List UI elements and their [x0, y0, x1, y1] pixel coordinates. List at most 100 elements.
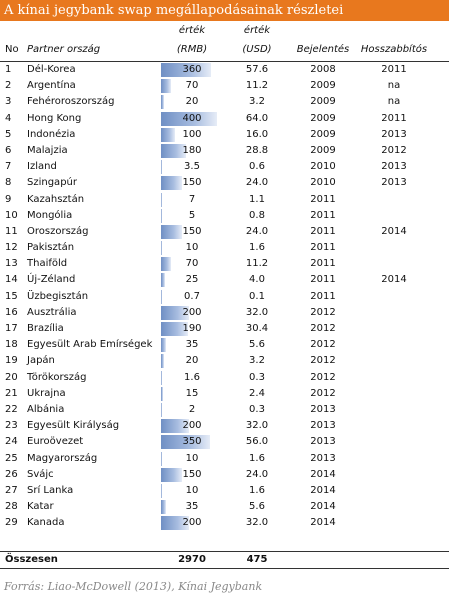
table-row: 8 Szingapúr 150 24.0 2010 2013	[0, 175, 449, 191]
row-no: 28	[5, 501, 18, 513]
rmb-data-bar	[161, 500, 166, 515]
row-rmb: 190	[182, 323, 202, 334]
table-row: 23 Egyesült Királyság 200 32.0 2013	[0, 418, 449, 434]
row-usd: 1.1	[249, 193, 265, 205]
table-row: 19 Japán 20 3.2 2012	[0, 353, 449, 369]
rmb-data-bar	[161, 289, 162, 304]
row-announced: 2013	[310, 436, 336, 448]
row-extended: 2011	[381, 112, 407, 124]
header-usd-line2: (USD)	[242, 44, 272, 55]
row-rmb: 360	[182, 64, 202, 75]
row-country: Japán	[27, 355, 55, 367]
row-rmb: 70	[185, 258, 199, 270]
row-extended: 2013	[381, 177, 407, 189]
table-row: 12 Pakisztán 10 1.6 2011	[0, 240, 449, 256]
row-rmb: 35	[185, 501, 199, 513]
row-usd: 64.0	[245, 112, 269, 124]
row-no: 15	[5, 290, 18, 302]
row-announced: 2011	[310, 290, 336, 302]
row-country: Brazília	[27, 323, 64, 334]
rmb-data-bar	[161, 516, 189, 531]
header-usd-line1: érték	[243, 25, 271, 36]
row-usd: 32.0	[245, 306, 269, 318]
row-announced: 2014	[310, 484, 336, 496]
row-country: Szingapúr	[27, 177, 77, 189]
row-country: Euroövezet	[27, 436, 84, 448]
table-row: 9 Kazahsztán 7 1.1 2011	[0, 192, 449, 208]
table-row: 6 Malajzia 180 28.8 2009 2012	[0, 143, 449, 159]
rmb-data-bar	[161, 224, 182, 239]
row-country: Kazahsztán	[27, 193, 85, 205]
row-rmb: 100	[182, 128, 202, 140]
row-extended: 2014	[381, 274, 407, 286]
header-rmb-line1: érték	[178, 25, 206, 36]
table-row: 29 Kanada 200 32.0 2014	[0, 515, 449, 531]
row-usd: 56.0	[245, 436, 269, 448]
row-no: 21	[5, 387, 18, 399]
rmb-data-bar	[161, 402, 162, 417]
total-usd: 475	[246, 554, 268, 565]
rmb-data-bar	[161, 257, 171, 272]
row-extended: 2014	[381, 225, 407, 237]
row-rmb: 200	[182, 420, 202, 432]
row-rmb: 10	[185, 242, 199, 254]
row-usd: 1.6	[249, 484, 265, 496]
row-country: Thaiföld	[27, 258, 68, 270]
rmb-data-bar	[161, 322, 188, 336]
row-country: Malajzia	[27, 144, 68, 156]
row-country: Pakisztán	[27, 242, 75, 254]
row-rmb: 400	[182, 112, 202, 124]
table-bottom-border	[0, 568, 449, 569]
row-announced: 2012	[310, 306, 336, 318]
row-country: Törökország	[27, 371, 87, 383]
row-usd: 32.0	[245, 517, 269, 529]
table-row: 16 Ausztrália 200 32.0 2012	[0, 305, 449, 321]
row-announced: 2011	[310, 274, 336, 286]
row-country: Ausztrália	[27, 306, 77, 318]
row-usd: 0.6	[249, 161, 265, 173]
row-announced: 2014	[310, 501, 336, 513]
row-no: 9	[5, 193, 12, 205]
row-no: 13	[5, 258, 18, 270]
row-no: 29	[5, 517, 18, 529]
row-rmb: 15	[185, 387, 199, 399]
header-rmb-line2: (RMB)	[176, 44, 208, 55]
row-country: Új-Zéland	[27, 274, 76, 286]
row-country: Egyesült Arab Emírségek	[27, 339, 153, 351]
row-announced: 2010	[310, 177, 336, 189]
rmb-data-bar	[161, 483, 163, 498]
row-rmb: 25	[185, 274, 199, 286]
row-no: 27	[5, 484, 18, 496]
row-no: 25	[5, 452, 18, 464]
row-usd: 0.8	[249, 209, 265, 221]
row-no: 23	[5, 420, 18, 432]
row-announced: 2009	[310, 96, 336, 108]
table-row: 24 Euroövezet 350 56.0 2013	[0, 434, 449, 450]
row-usd: 24.0	[245, 177, 269, 189]
table-row: 22 Albánia 2 0.3 2013	[0, 402, 449, 418]
row-rmb: 3.5	[184, 161, 200, 173]
table-header: No Partner ország érték (RMB) érték (USD…	[0, 22, 449, 60]
row-rmb: 20	[185, 96, 199, 108]
row-rmb: 2	[188, 403, 196, 415]
row-usd: 30.4	[245, 323, 269, 334]
row-country: Indonézia	[27, 128, 76, 140]
row-rmb: 350	[182, 436, 202, 448]
row-rmb: 10	[185, 452, 199, 464]
row-no: 7	[5, 161, 12, 173]
row-rmb: 1.6	[184, 371, 200, 383]
row-country: Svájc	[27, 468, 54, 480]
table-row: 27 Srí Lanka 10 1.6 2014	[0, 483, 449, 499]
row-rmb: 150	[182, 225, 202, 237]
table-row: 17 Brazília 190 30.4 2012	[0, 321, 449, 337]
rmb-data-bar	[161, 386, 164, 401]
row-usd: 24.0	[245, 468, 269, 480]
row-usd: 3.2	[249, 96, 265, 108]
rmb-data-bar	[161, 354, 164, 369]
total-rmb: 2970	[178, 554, 206, 565]
row-usd: 28.8	[245, 144, 269, 156]
row-extended: 2012	[381, 144, 407, 156]
rmb-data-bar	[161, 370, 162, 385]
row-country: Dél-Korea	[27, 64, 76, 75]
table-row: 4 Hong Kong 400 64.0 2009 2011	[0, 111, 449, 127]
